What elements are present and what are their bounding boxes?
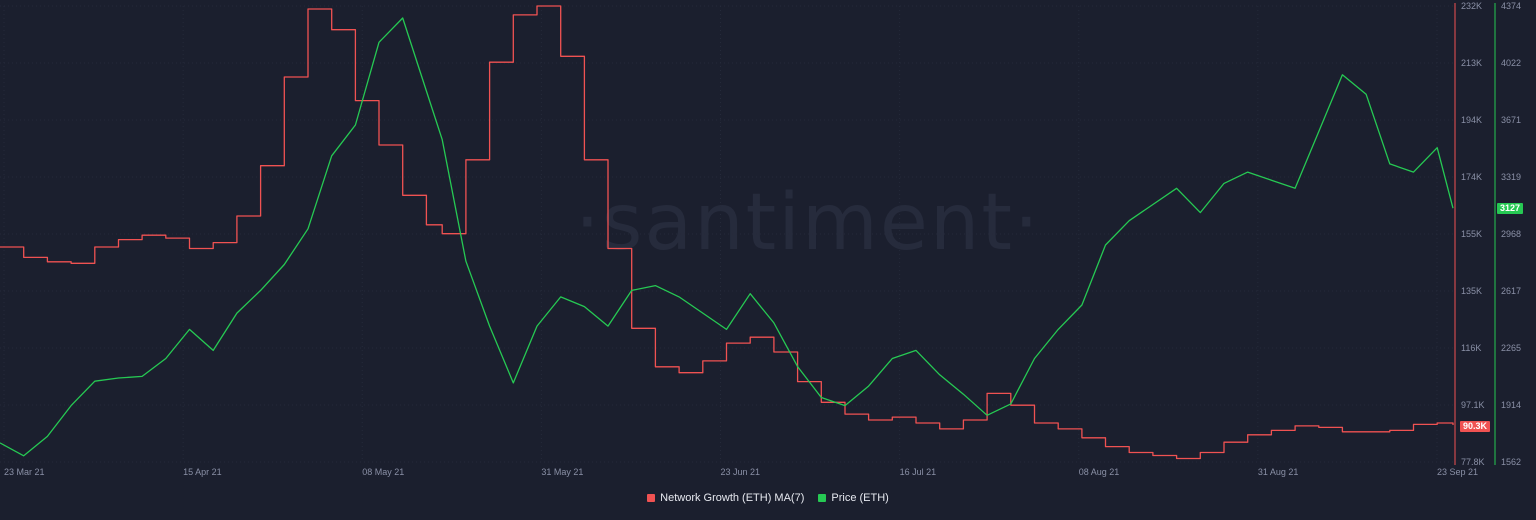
x-tick-label: 31 Aug 21 xyxy=(1258,467,1299,477)
price-tick-label: 4022 xyxy=(1501,58,1521,68)
price-tick-label: 4374 xyxy=(1501,1,1521,11)
series-layer xyxy=(0,5,1454,460)
network-growth-tick-label: 213K xyxy=(1461,58,1482,68)
network-growth-tick-label: 194K xyxy=(1461,115,1482,125)
legend-swatch-price xyxy=(818,494,827,502)
chart-legend: Network Growth (ETH) MA(7) Price (ETH) xyxy=(0,492,1536,504)
x-tick-label: 08 Aug 21 xyxy=(1079,467,1120,477)
network-growth-line xyxy=(0,5,1454,460)
x-tick-label: 23 Sep 21 xyxy=(1437,467,1478,477)
price-tick-label: 3319 xyxy=(1501,172,1521,182)
network-growth-tick-label: 97.1K xyxy=(1461,400,1485,410)
price-tick-label: 2968 xyxy=(1501,229,1521,239)
price-tick-label: 1562 xyxy=(1501,457,1521,467)
network-growth-tick-label: 232K xyxy=(1461,1,1482,11)
network-growth-tick-label: 116K xyxy=(1461,343,1481,353)
price-tick-label: 1914 xyxy=(1501,400,1521,410)
x-tick-label: 23 Mar 21 xyxy=(4,467,45,477)
price-axis: 4374 4022 3671 3319 2968 2617 2265 1914 1562 xyxy=(1494,1,1521,467)
legend-swatch-network-growth xyxy=(647,494,656,502)
legend-item-network-growth[interactable]: Network Growth (ETH) MA(7) xyxy=(647,492,804,504)
x-axis-ticks: 23 Mar 21 15 Apr 21 08 May 21 31 May 21 23 J… xyxy=(4,467,1478,477)
price-current-badge: 3127 xyxy=(1497,203,1524,214)
price-tick-label: 2265 xyxy=(1501,343,1521,353)
network-growth-tick-label: 174K xyxy=(1461,172,1482,182)
legend-item-price[interactable]: Price (ETH) xyxy=(818,492,889,504)
x-tick-label: 16 Jul 21 xyxy=(900,467,937,477)
network-growth-tick-label: 77.8K xyxy=(1461,457,1485,467)
grid-layer xyxy=(0,5,1453,463)
price-tick-label: 3671 xyxy=(1501,115,1521,125)
price-tick-label: 2617 xyxy=(1501,286,1521,296)
legend-label-network-growth: Network Growth (ETH) MA(7) xyxy=(660,492,805,504)
legend-label-price: Price (ETH) xyxy=(831,492,889,504)
network-growth-axis: 232K 213K 194K 174K 155K 135K 116K 97.1K 77.8K xyxy=(1454,1,1485,467)
network-growth-tick-label: 155K xyxy=(1461,229,1482,239)
network-growth-current-badge: 90.3K xyxy=(1460,421,1491,432)
santiment-watermark: ·santiment· xyxy=(575,178,1041,268)
price-line xyxy=(0,17,1454,457)
x-tick-label: 15 Apr 21 xyxy=(183,467,222,477)
x-tick-label: 23 Jun 21 xyxy=(721,467,761,477)
network-growth-tick-label: 135K xyxy=(1461,286,1482,296)
x-tick-label: 08 May 21 xyxy=(362,467,404,477)
x-tick-label: 31 May 21 xyxy=(541,467,583,477)
